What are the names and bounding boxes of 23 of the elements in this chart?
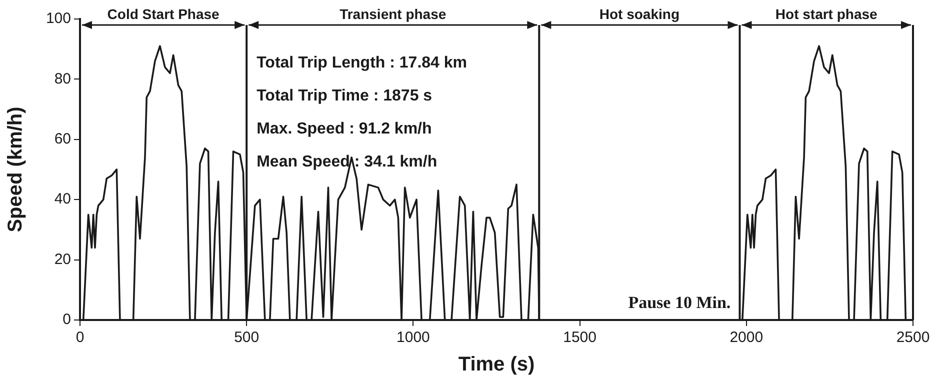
annotation: Total Trip Length : 17.84 km bbox=[256, 54, 468, 72]
annotation: Cold Start Phase bbox=[107, 6, 220, 22]
y-tick-label: 0 bbox=[62, 311, 71, 328]
annotation: Hot start phase bbox=[775, 6, 878, 22]
x-tick-label: 500 bbox=[234, 329, 260, 346]
y-tick-label: 80 bbox=[54, 70, 71, 88]
annotation: Transient phase bbox=[340, 6, 446, 22]
x-tick-label: 1000 bbox=[396, 329, 430, 346]
x-tick-label: 0 bbox=[76, 329, 84, 346]
y-tick-label: 60 bbox=[54, 130, 71, 148]
x-tick-label: 2000 bbox=[730, 329, 764, 346]
y-tick-label: 100 bbox=[46, 10, 71, 28]
x-axis-title: Time (s) bbox=[458, 354, 535, 376]
annotation: Total Trip Time : 1875 s bbox=[256, 87, 432, 104]
annotation: Pause 10 Min. bbox=[628, 293, 731, 312]
y-tick-label: 20 bbox=[54, 250, 71, 268]
x-tick-label: 1500 bbox=[563, 329, 596, 346]
y-axis-title: Speed (km/h) bbox=[4, 106, 27, 232]
annotation: Max. Speed : 91.2 km/h bbox=[256, 120, 432, 138]
annotation: Mean Speed : 34.1 km/h bbox=[256, 153, 438, 170]
y-tick-label: 40 bbox=[54, 190, 71, 208]
annotation: Hot soaking bbox=[599, 6, 680, 22]
x-tick-label: 2500 bbox=[896, 329, 930, 346]
